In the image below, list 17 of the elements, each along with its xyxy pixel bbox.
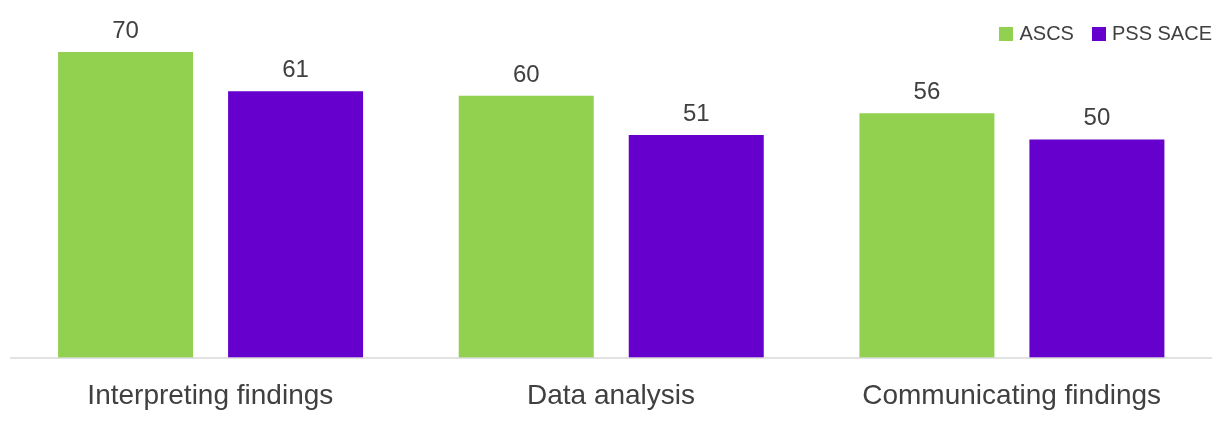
bar [859,113,995,358]
x-tick-label: Interpreting findings [87,378,334,410]
bar [1029,139,1165,358]
data-label: 60 [512,59,540,87]
bar [58,52,194,358]
data-label: 70 [112,16,139,43]
bar [628,135,764,358]
bar [228,91,364,358]
x-tick-label: Communicating findings [862,378,1162,410]
x-tick-label: Data analysis [526,378,696,410]
data-label: 56 [913,77,941,105]
data-label: 51 [682,99,710,127]
legend-label: PSS SACE [1111,22,1212,45]
bar [458,95,594,358]
data-label: 50 [1083,103,1111,131]
legend-label: ASCS [1019,22,1074,45]
data-label: 61 [282,55,309,83]
